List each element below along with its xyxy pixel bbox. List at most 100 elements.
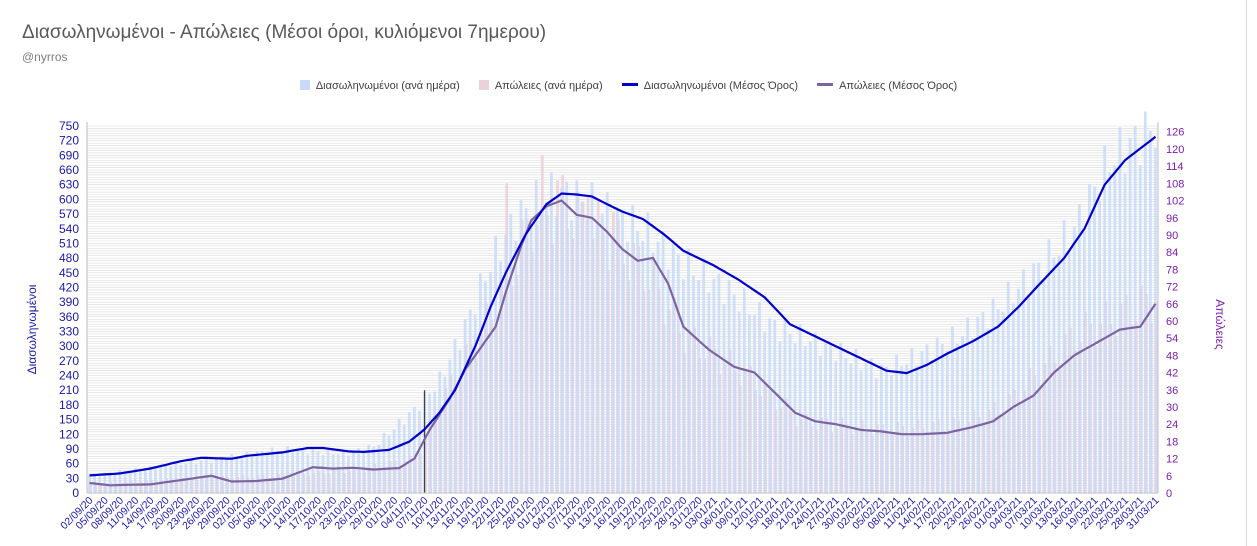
- intubated-daily-bar: [783, 320, 787, 493]
- intubated-daily-bar: [1143, 111, 1147, 493]
- intubated-daily-bar: [945, 350, 949, 493]
- y-right-tick-label: 78: [1166, 264, 1178, 276]
- intubated-daily-bar: [1017, 288, 1020, 493]
- intubated-daily-bar: [692, 275, 695, 493]
- intubated-daily-bar: [311, 449, 315, 493]
- y-left-tick-label: 390: [59, 295, 79, 309]
- intubated-daily-bar: [220, 459, 223, 493]
- intubated-daily-bar: [240, 455, 244, 493]
- intubated-daily-bar: [1088, 184, 1091, 494]
- y-left-tick-label: 660: [59, 163, 79, 177]
- axes: 0306090120150180210240270300330360390420…: [25, 119, 1227, 532]
- intubated-daily-bar: [1027, 294, 1030, 493]
- intubated-daily-bar: [534, 180, 538, 493]
- intubated-daily-bar: [951, 326, 954, 493]
- intubated-daily-bar: [1062, 220, 1066, 493]
- intubated-daily-bar: [829, 344, 833, 493]
- intubated-daily-bar: [590, 182, 594, 493]
- intubated-daily-bar: [529, 225, 533, 493]
- intubated-daily-bar: [661, 231, 665, 493]
- intubated-daily-bar: [966, 317, 970, 493]
- intubated-daily-bar: [1154, 147, 1157, 493]
- intubated-daily-bar: [1047, 239, 1051, 493]
- intubated-daily-bar: [763, 331, 767, 493]
- intubated-daily-bar: [1001, 311, 1005, 493]
- y-right-tick-label: 42: [1166, 368, 1178, 380]
- intubated-daily-bar: [453, 339, 457, 493]
- intubated-daily-bar: [392, 429, 396, 493]
- intubated-daily-bar: [768, 318, 772, 493]
- intubated-daily-bar: [991, 298, 995, 493]
- legend-label-intubated-avg: Διασωληνωμένοι (Μέσος Όρος): [643, 80, 798, 92]
- y-left-tick-label: 330: [59, 325, 79, 339]
- intubated-daily-bar: [808, 341, 812, 493]
- intubated-daily-bar: [362, 452, 366, 493]
- intubated-daily-bar: [504, 234, 508, 493]
- intubated-daily-bar: [616, 207, 619, 493]
- intubated-daily-bar: [407, 412, 411, 493]
- intubated-daily-bar: [905, 364, 909, 493]
- intubated-daily-bar: [839, 342, 843, 493]
- intubated-daily-bar: [468, 309, 472, 493]
- intubated-daily-bar: [463, 319, 467, 493]
- intubated-daily-bar: [1006, 281, 1010, 493]
- intubated-daily-bar: [245, 452, 249, 493]
- y-right-tick-label: 72: [1166, 282, 1178, 294]
- intubated-daily-bar: [1083, 231, 1086, 494]
- intubated-daily-bar: [682, 279, 685, 493]
- y-left-tick-label: 270: [59, 354, 79, 368]
- y-left-tick-label: 120: [59, 427, 79, 441]
- intubated-daily-bar: [296, 450, 300, 493]
- intubated-daily-bars: [88, 111, 1157, 494]
- average-lines: [89, 135, 1157, 487]
- legend-item-intubated-avg: Διασωληνωμένοι (Μέσος Όρος): [621, 80, 798, 92]
- intubated-daily-bar: [499, 261, 503, 493]
- intubated-daily-bar: [555, 215, 558, 494]
- y-left-tick-label: 60: [66, 457, 80, 471]
- intubated-daily-bar: [1128, 137, 1132, 493]
- y-left-tick-label: 510: [59, 236, 79, 250]
- intubated-daily-bar: [570, 220, 574, 493]
- intubated-daily-bar: [484, 281, 487, 493]
- intubated-daily-bar: [118, 469, 122, 493]
- y-left-tick-label: 420: [59, 280, 79, 294]
- intubated-daily-bar: [473, 315, 477, 493]
- intubated-daily-bar: [819, 355, 822, 493]
- intubated-daily-bar: [402, 424, 406, 493]
- intubated-daily-bar: [956, 343, 959, 493]
- intubated-daily-bar: [900, 366, 904, 493]
- y-left-tick-label: 210: [59, 383, 79, 397]
- intubated-daily-bar: [773, 320, 777, 493]
- intubated-daily-bar: [382, 432, 386, 493]
- intubated-daily-bar: [580, 201, 584, 494]
- legend: Διασωληνωμένοι (ανά ημέρα) Απώλειες (ανά…: [0, 80, 1257, 92]
- y-right-tick-label: 120: [1166, 144, 1184, 156]
- intubated-daily-bar: [560, 188, 563, 494]
- intubated-daily-bar: [438, 371, 442, 493]
- intubated-daily-bar: [270, 447, 274, 493]
- intubated-daily-bar: [707, 292, 711, 493]
- intubated-daily-bar: [250, 456, 254, 493]
- intubated-daily-bar: [189, 460, 193, 493]
- y-right-tick-label: 60: [1166, 316, 1178, 328]
- intubated-daily-bar: [747, 314, 751, 493]
- y-left-axis-title: Διασωληνωμένοι: [25, 284, 39, 374]
- intubated-daily-bar: [428, 393, 432, 493]
- intubated-daily-bar: [585, 219, 589, 493]
- intubated-daily-bar: [666, 269, 670, 493]
- intubated-daily-bar: [321, 454, 325, 493]
- intubated-daily-bar: [697, 280, 701, 493]
- intubated-daily-bar: [316, 451, 320, 493]
- intubated-daily-bar: [1077, 204, 1081, 493]
- intubated-daily-bar: [636, 230, 640, 493]
- y-right-tick-label: 126: [1166, 127, 1184, 139]
- intubated-daily-bar: [1022, 269, 1025, 493]
- intubated-daily-bar: [671, 243, 675, 493]
- intubated-daily-bar: [1093, 186, 1096, 493]
- y-right-tick-label: 24: [1166, 419, 1178, 431]
- intubated-daily-bar: [387, 435, 391, 493]
- intubated-daily-bar: [1011, 303, 1015, 493]
- intubated-daily-bar: [732, 294, 736, 493]
- legend-swatch-deaths-daily: [478, 80, 489, 90]
- intubated-daily-bar: [793, 343, 797, 493]
